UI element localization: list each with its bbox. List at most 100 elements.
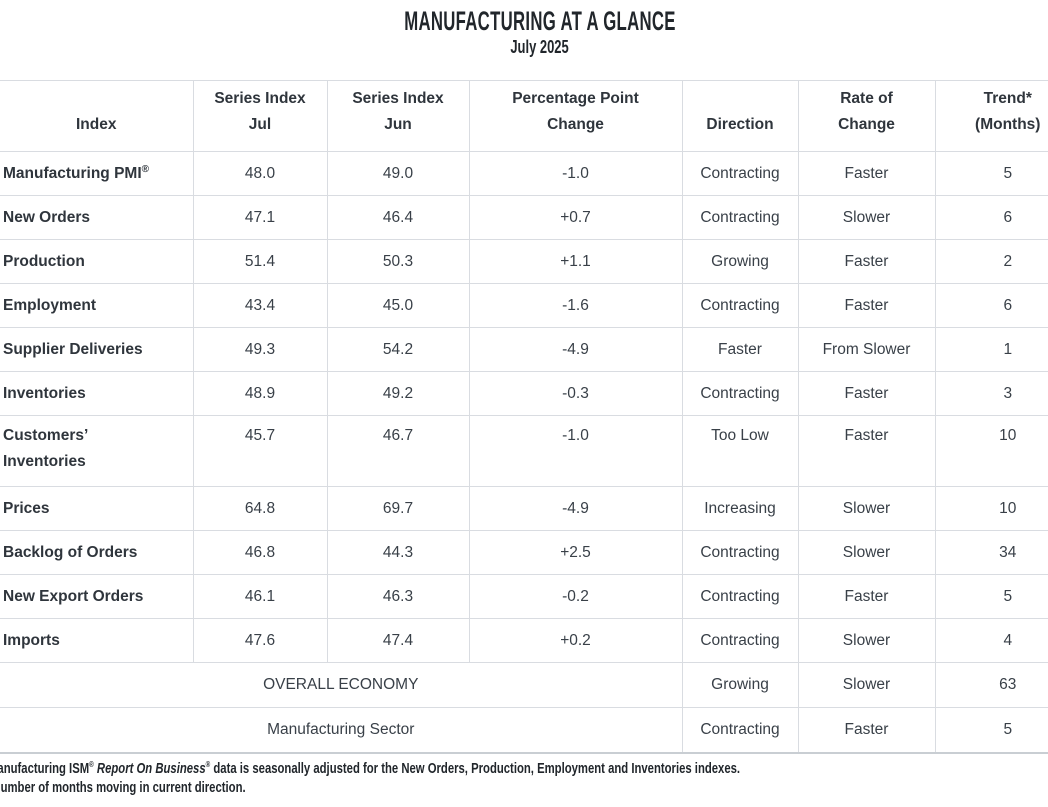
cell-trend: 5 [934,151,1048,196]
cell-series-jul: 47.1 [192,195,327,240]
cell-direction: Faster [681,327,798,372]
cell-series-jul: 48.9 [192,371,327,416]
cell-direction: Too Low [681,415,798,487]
table-row-inventories: Inventories 48.9 49.2 -0.3 Contracting F… [0,371,1048,416]
cell-series-jun: 44.3 [326,530,469,575]
cell-direction: Contracting [681,530,798,575]
cell-trend: 6 [934,283,1048,328]
row-label: Prices [0,486,193,531]
table-row-supplier-deliveries: Supplier Deliveries 49.3 54.2 -4.9 Faste… [0,327,1048,372]
cell-trend: 1 [934,327,1048,372]
cell-direction: Contracting [681,618,798,663]
cell-series-jul: 46.8 [192,530,327,575]
cell-series-jun: 46.3 [326,574,469,619]
registered-mark-icon: ® [205,759,211,769]
table-row-prices: Prices 64.8 69.7 -4.9 Increasing Slower … [0,486,1048,531]
footnotes: Manufacturing ISM® Report On Business® d… [0,760,840,798]
cell-direction: Increasing [681,486,798,531]
cell-trend: 10 [934,415,1048,487]
cell-direction: Contracting [681,574,798,619]
cell-direction: Contracting [681,195,798,240]
header-trend-months: Trend* (Months) [934,80,1048,152]
header-index: Index [76,116,117,133]
header-percentage-point-change: Percentage Point Change [468,80,682,152]
header-series-index-jul: Series Index Jul [192,80,327,152]
table-row-backlog-of-orders: Backlog of Orders 46.8 44.3 +2.5 Contrac… [0,530,1048,575]
row-label: Employment [0,283,193,328]
cell-change: +1.1 [468,239,682,284]
header-rate-of-change: Rate of Change [797,80,935,152]
cell-direction: Contracting [681,151,798,196]
row-label: New Export Orders [0,574,193,619]
cell-rate: Faster [797,415,935,487]
cell-rate: Slower [797,662,935,708]
cell-series-jul: 51.4 [192,239,327,284]
cell-trend: 6 [934,195,1048,240]
row-label: Supplier Deliveries [0,327,193,372]
row-label: Customers’ Inventories [0,415,193,487]
cell-change: -0.3 [468,371,682,416]
cell-change: +0.2 [468,618,682,663]
row-label: Manufacturing PMI® [0,151,193,196]
header-direction: Direction [681,80,798,152]
cell-rate: Slower [797,195,935,240]
cell-series-jun: 46.7 [326,415,469,487]
cell-change: -4.9 [468,486,682,531]
cell-trend: 2 [934,239,1048,284]
row-label: New Orders [0,195,193,240]
table-row-customers-inventories: Customers’ Inventories 45.7 46.7 -1.0 To… [0,415,1048,487]
cell-rate: Faster [797,239,935,284]
table-row-new-export-orders: New Export Orders 46.1 46.3 -0.2 Contrac… [0,574,1048,619]
cell-trend: 10 [934,486,1048,531]
cell-series-jul: 47.6 [192,618,327,663]
cell-direction: Contracting [681,707,798,753]
row-label: Backlog of Orders [0,530,193,575]
cell-trend: 4 [934,618,1048,663]
cell-trend: 5 [934,707,1048,753]
cell-change: -1.6 [468,283,682,328]
cell-change: -1.0 [468,415,682,487]
cell-series-jun: 50.3 [326,239,469,284]
cell-direction: Growing [681,662,798,708]
manufacturing-at-a-glance-table: Index Series Index Jul Series Index Jun … [0,80,1048,754]
cell-series-jun: 69.7 [326,486,469,531]
footnote-seasonal-adjustment: Manufacturing ISM® Report On Business® d… [0,759,741,777]
cell-trend: 63 [934,662,1048,708]
cell-change: -4.9 [468,327,682,372]
header-series-index-jun: Series Index Jun [326,80,469,152]
cell-series-jul: 64.8 [192,486,327,531]
cell-series-jun: 45.0 [326,283,469,328]
page-subtitle: July 2025 [510,37,570,57]
cell-rate: Faster [797,283,935,328]
cell-direction: Contracting [681,371,798,416]
row-label: Production [0,239,193,284]
cell-series-jun: 49.2 [326,371,469,416]
summary-row-overall-economy: OVERALL ECONOMY Growing Slower 63 [0,662,1048,708]
cell-rate: Slower [797,618,935,663]
cell-direction: Contracting [681,283,798,328]
cell-change: -1.0 [468,151,682,196]
header-row: Index Series Index Jul Series Index Jun … [0,80,1048,152]
cell-series-jul: 46.1 [192,574,327,619]
table-row-manufacturing-pmi: Manufacturing PMI® 48.0 49.0 -1.0 Contra… [0,151,1048,196]
cell-rate: Faster [797,707,935,753]
cell-trend: 3 [934,371,1048,416]
row-label: Imports [0,618,193,663]
cell-rate: Faster [797,574,935,619]
footnote-trend-definition: *Number of months moving in current dire… [0,779,246,796]
cell-rate: Slower [797,486,935,531]
cell-series-jul: 49.3 [192,327,327,372]
registered-mark-icon: ® [89,759,94,769]
table-row-production: Production 51.4 50.3 +1.1 Growing Faster… [0,239,1048,284]
cell-rate: Slower [797,530,935,575]
cell-trend: 34 [934,530,1048,575]
cell-direction: Growing [681,239,798,284]
summary-label: Manufacturing Sector [0,707,682,753]
cell-rate: Faster [797,371,935,416]
cell-change: +2.5 [468,530,682,575]
table-row-employment: Employment 43.4 45.0 -1.6 Contracting Fa… [0,283,1048,328]
cell-series-jun: 46.4 [326,195,469,240]
title-band: MANUFACTURING AT A GLANCE July 2025 [0,0,1048,80]
cell-series-jun: 49.0 [326,151,469,196]
